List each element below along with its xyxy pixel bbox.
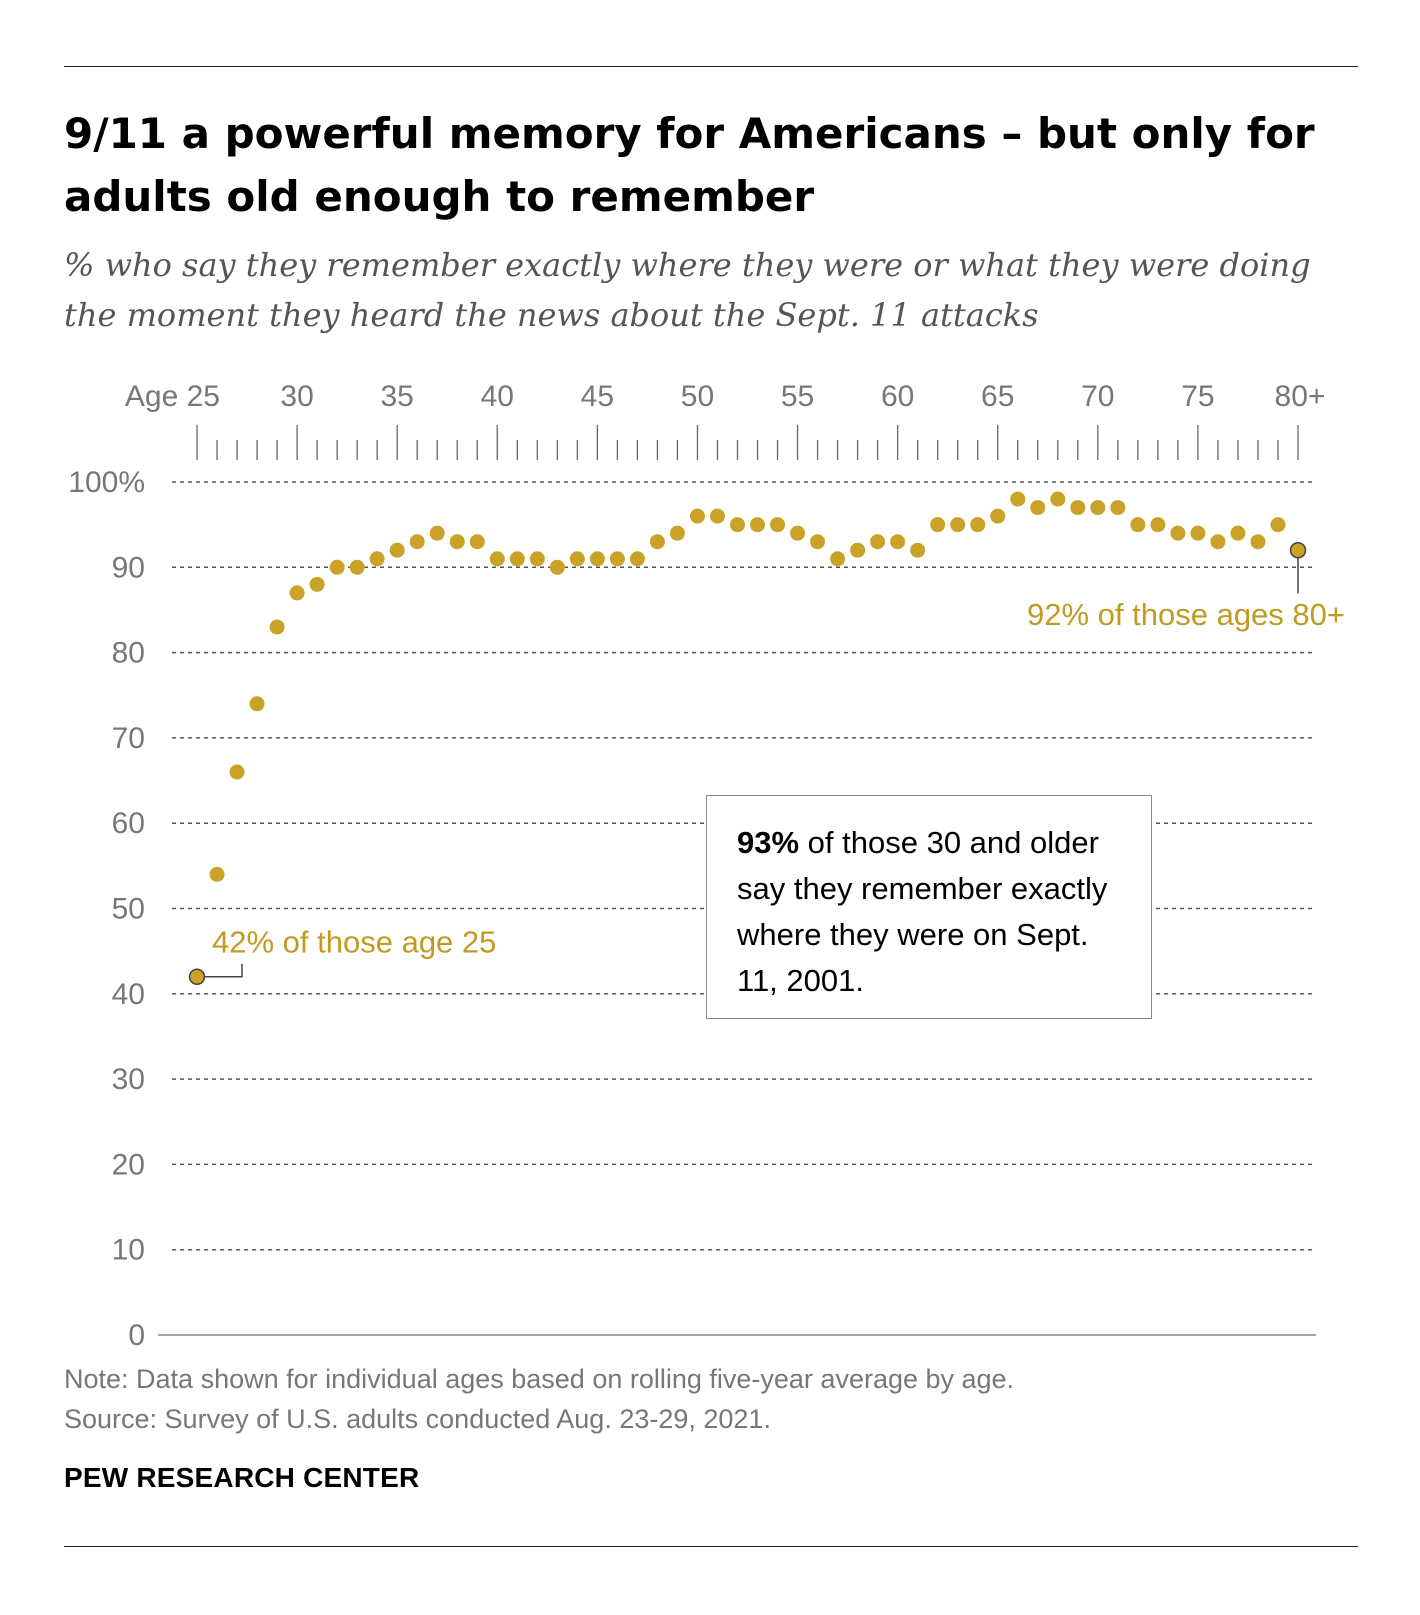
data-point	[649, 534, 665, 550]
data-point	[990, 508, 1006, 524]
x-tick-label: 55	[781, 380, 814, 413]
chart-source: Source: Survey of U.S. adults conducted …	[64, 1404, 771, 1434]
data-point	[249, 696, 265, 712]
data-point	[910, 542, 926, 558]
y-tick-label: 60	[112, 807, 145, 840]
data-point	[1150, 517, 1166, 533]
data-point	[1210, 534, 1226, 550]
data-point	[349, 559, 365, 575]
data-point	[269, 619, 285, 635]
data-point	[1190, 525, 1206, 541]
data-point	[950, 517, 966, 533]
data-point	[870, 534, 886, 550]
x-tick-label: 30	[280, 380, 313, 413]
data-point	[1170, 525, 1186, 541]
callout-box: 93% of those 30 and older say they remem…	[706, 795, 1152, 1019]
x-tick-label: 70	[1081, 380, 1114, 413]
y-tick-label: 10	[112, 1234, 145, 1267]
data-point	[209, 866, 225, 882]
data-point	[1010, 491, 1026, 507]
data-point	[750, 517, 766, 533]
data-point	[289, 585, 305, 601]
y-tick-label: 30	[112, 1063, 145, 1096]
data-point	[309, 576, 325, 592]
annotation-label-age-80: 92% of those ages 80+	[1027, 597, 1345, 632]
top-rule	[64, 66, 1358, 67]
data-point	[669, 525, 685, 541]
data-point	[689, 508, 705, 524]
y-tick-label: 0	[128, 1319, 145, 1352]
x-tick-label: 80+	[1275, 380, 1326, 413]
data-point-highlighted	[188, 968, 206, 985]
bottom-rule	[64, 1546, 1358, 1547]
data-point	[229, 764, 245, 780]
data-point-highlighted	[1289, 541, 1307, 559]
chart-subtitle: % who say they remember exactly where th…	[64, 246, 1311, 334]
data-point	[970, 517, 986, 533]
chart-title: 9/11 a powerful memory for Americans – b…	[64, 109, 1315, 221]
x-tick-label: Age 25	[125, 380, 220, 413]
x-tick-label: 40	[481, 380, 514, 413]
x-tick-label: 45	[581, 380, 614, 413]
annotation-leader-line	[205, 963, 243, 978]
data-point	[389, 542, 405, 558]
data-point	[930, 517, 946, 533]
data-point	[1090, 500, 1106, 516]
y-axis: 0 10 20 30 40 50 60 70 80 90 100%	[68, 466, 145, 1352]
y-tick-label: 50	[112, 893, 145, 926]
data-point	[709, 508, 725, 524]
data-point	[589, 551, 605, 567]
data-point	[1250, 534, 1266, 550]
x-tick-label: 65	[981, 380, 1014, 413]
y-tick-label: 40	[112, 978, 145, 1011]
x-tick-label: 75	[1181, 380, 1214, 413]
data-point	[429, 525, 445, 541]
annotation-label-age-25: 42% of those age 25	[212, 925, 496, 960]
data-point	[549, 559, 565, 575]
data-point	[629, 551, 645, 567]
data-point	[1070, 500, 1086, 516]
data-point	[449, 534, 465, 550]
scatter-chart: Age 25 30 35 40 45 50 55 60 65 70 75 80+ 0 10 20 30 40 5…	[68, 380, 1345, 1352]
data-points	[188, 491, 1307, 985]
data-point	[1130, 517, 1146, 533]
data-point	[770, 517, 786, 533]
data-point	[1050, 491, 1066, 507]
data-point	[850, 542, 866, 558]
data-point	[509, 551, 525, 567]
data-point	[469, 534, 485, 550]
x-tick-label: 35	[380, 380, 413, 413]
data-point	[529, 551, 545, 567]
data-point	[890, 534, 906, 550]
data-point	[1030, 500, 1046, 516]
y-tick-label: 20	[112, 1148, 145, 1181]
data-point	[790, 525, 806, 541]
data-point	[1110, 500, 1126, 516]
annotations: 42% of those age 25 92% of those ages 80+	[205, 558, 1345, 978]
callout-highlight: 93%	[737, 825, 800, 860]
data-point	[489, 551, 505, 567]
y-tick-label: 70	[112, 722, 145, 755]
x-axis: Age 25 30 35 40 45 50 55 60 65 70 75 80+	[125, 380, 1326, 460]
chart-note: Note: Data shown for individual ages bas…	[64, 1364, 1015, 1394]
data-point	[329, 559, 345, 575]
data-point	[810, 534, 826, 550]
x-tick-label: 50	[681, 380, 714, 413]
data-point	[830, 551, 846, 567]
y-tick-label: 90	[112, 551, 145, 584]
data-point	[609, 551, 625, 567]
data-point	[1230, 525, 1246, 541]
y-tick-label: 80	[112, 637, 145, 670]
data-point	[409, 534, 425, 550]
y-tick-label: 100%	[68, 466, 145, 499]
data-point	[369, 551, 385, 567]
data-point	[1270, 517, 1286, 533]
data-point	[729, 517, 745, 533]
callout-text: of those 30 and older say they remember …	[737, 825, 1108, 998]
brand-logo-text: PEW RESEARCH CENTER	[64, 1462, 420, 1493]
data-point	[569, 551, 585, 567]
x-tick-label: 60	[881, 380, 914, 413]
